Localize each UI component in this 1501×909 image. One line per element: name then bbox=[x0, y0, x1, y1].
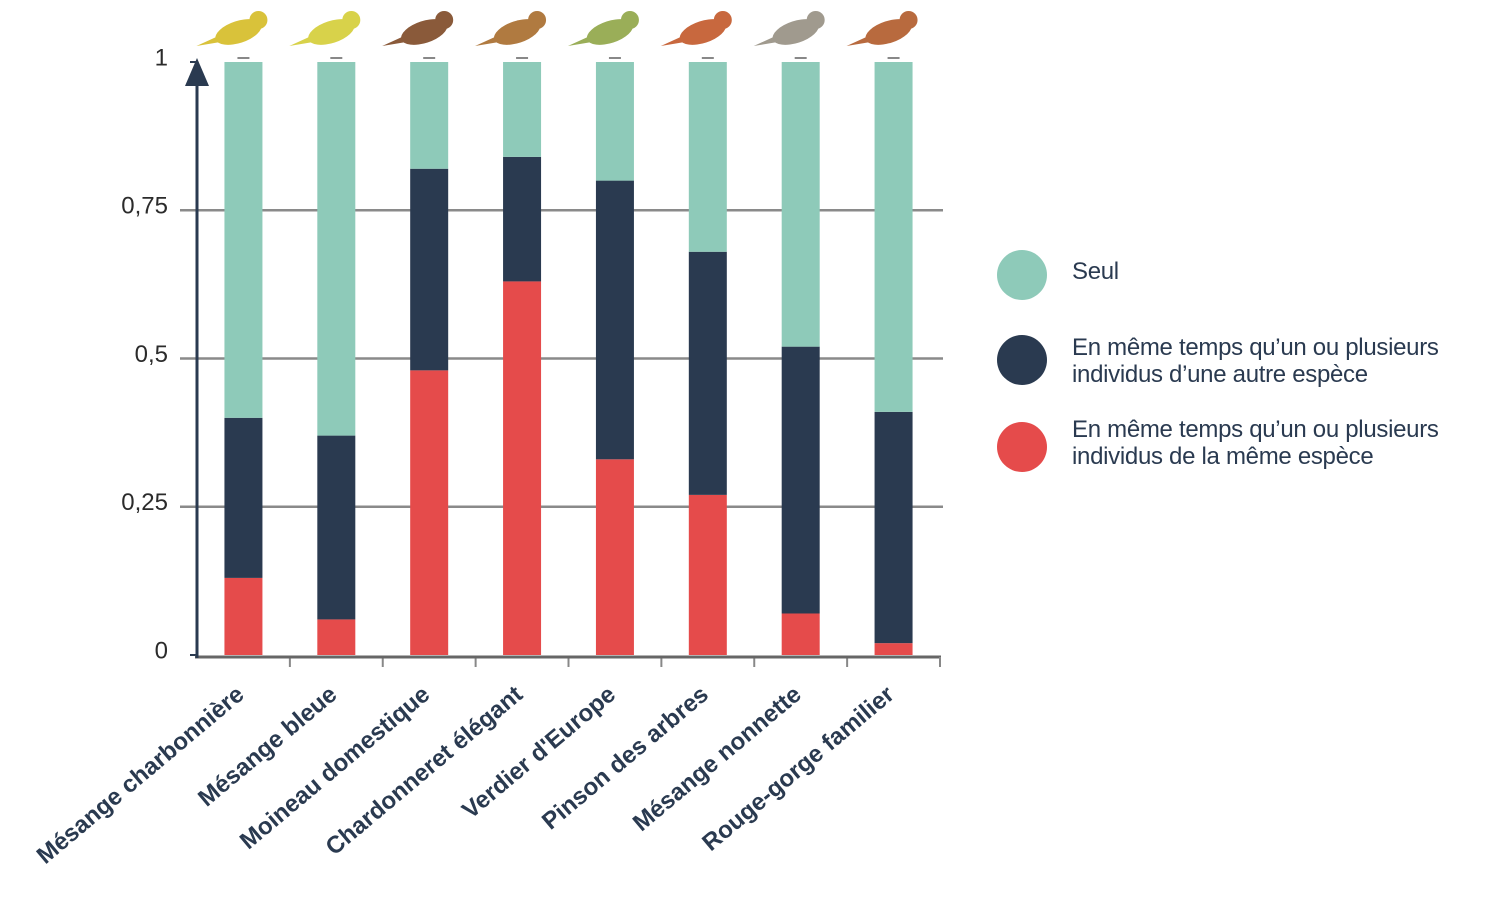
bird-shape bbox=[289, 11, 361, 50]
bar-segment bbox=[688, 251, 727, 495]
y-tick-label: 1 bbox=[155, 44, 168, 71]
legend-label: En même temps qu’un ou plusieurs individ… bbox=[1072, 416, 1439, 470]
x-tick-label: Mésange nonnette bbox=[628, 681, 807, 837]
bird-shape bbox=[660, 11, 732, 50]
bar-segment bbox=[874, 643, 913, 655]
bar-segment bbox=[503, 281, 542, 655]
bar-segment bbox=[874, 411, 913, 644]
bar-segment bbox=[410, 168, 449, 371]
bar-segment bbox=[224, 62, 263, 418]
legend-swatch bbox=[997, 335, 1047, 385]
bar-segment bbox=[688, 62, 727, 252]
bar-segment bbox=[781, 346, 820, 614]
bird-shape bbox=[846, 11, 918, 50]
bird-icon bbox=[753, 11, 825, 50]
bar-segment bbox=[410, 62, 449, 169]
legend-swatch bbox=[997, 422, 1047, 472]
bird-icon bbox=[382, 11, 454, 50]
bird-icon bbox=[475, 11, 547, 50]
bar-segment bbox=[317, 435, 356, 620]
bar-segment bbox=[595, 62, 634, 181]
bird-icon bbox=[196, 11, 268, 50]
bar-segment bbox=[224, 577, 263, 655]
bird-shape bbox=[196, 11, 268, 50]
bar-segment bbox=[595, 459, 634, 655]
legend-label: Seul bbox=[1072, 258, 1119, 285]
bird-icon bbox=[846, 11, 918, 50]
bar-segment bbox=[317, 619, 356, 655]
y-tick-label: 0,5 bbox=[135, 341, 168, 368]
bird-shape bbox=[567, 11, 639, 50]
y-tick-label: 0,25 bbox=[121, 489, 168, 516]
x-tick-label: Pinson des arbres bbox=[537, 681, 714, 835]
bird-icon bbox=[289, 11, 361, 50]
bar-segment bbox=[410, 370, 449, 655]
bar-segment bbox=[503, 156, 542, 282]
bar-segment bbox=[224, 417, 263, 578]
bar-segment bbox=[781, 62, 820, 347]
bird-shape bbox=[382, 11, 454, 50]
bar-segment bbox=[688, 494, 727, 655]
y-tick-label: 0 bbox=[155, 637, 168, 664]
bar-segment bbox=[781, 613, 820, 655]
bird-icon bbox=[567, 11, 639, 50]
bird-icon bbox=[660, 11, 732, 50]
bar-segment bbox=[874, 62, 913, 412]
bar-segment bbox=[503, 62, 542, 157]
legend-label: En même temps qu’un ou plusieurs individ… bbox=[1072, 334, 1439, 388]
bar-segment bbox=[317, 62, 356, 436]
y-axis-arrow bbox=[185, 58, 209, 86]
bird-shape bbox=[753, 11, 825, 50]
x-tick-label: Verdier d'Europe bbox=[457, 681, 621, 825]
bar-segment bbox=[595, 180, 634, 460]
legend-swatch bbox=[997, 250, 1047, 300]
bird-shape bbox=[475, 11, 547, 50]
y-tick-label: 0,75 bbox=[121, 193, 168, 220]
